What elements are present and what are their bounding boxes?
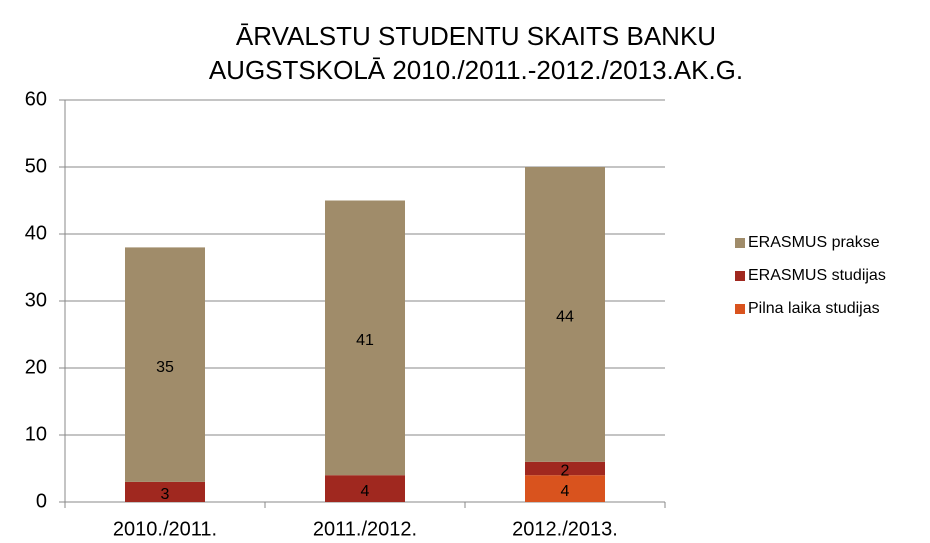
legend-label: ERASMUS studijas [748, 267, 886, 284]
y-tick-label: 40 [25, 222, 47, 244]
data-label: 35 [156, 359, 174, 376]
y-tick-label: 10 [25, 423, 47, 445]
data-label: 3 [161, 486, 170, 503]
data-label: 2 [561, 463, 570, 480]
legend-swatch [735, 304, 745, 314]
chart-title: ĀRVALSTU STUDENTU SKAITS BANKU [236, 21, 716, 51]
legend-swatch [735, 238, 745, 248]
legend-label: Pilna laika studijas [748, 300, 880, 317]
bar-segment [325, 475, 405, 502]
y-tick-label: 30 [25, 289, 47, 311]
data-label: 4 [561, 483, 570, 500]
y-tick-label: 0 [36, 490, 47, 512]
x-tick-label: 2010./2011. [113, 518, 217, 540]
bar-segment [325, 200, 405, 476]
bar-segment [125, 481, 205, 502]
data-label: 41 [356, 332, 374, 349]
bar-segment [525, 461, 605, 476]
data-label: 44 [556, 309, 574, 326]
y-tick-label: 20 [25, 356, 47, 378]
data-label: 4 [361, 483, 370, 500]
y-tick-label: 50 [25, 155, 47, 177]
x-tick-label: 2011./2012. [313, 518, 417, 540]
legend-label: ERASMUS prakse [748, 234, 880, 251]
bar-segment [525, 167, 605, 462]
legend-swatch [735, 271, 745, 281]
y-tick-label: 60 [25, 88, 47, 110]
bar-segment [525, 475, 605, 502]
x-tick-label: 2012./2013. [512, 518, 618, 540]
chart-title: AUGSTSKOLĀ 2010./2011.-2012./2013.AK.G. [209, 55, 743, 85]
bar-segment [125, 247, 205, 482]
